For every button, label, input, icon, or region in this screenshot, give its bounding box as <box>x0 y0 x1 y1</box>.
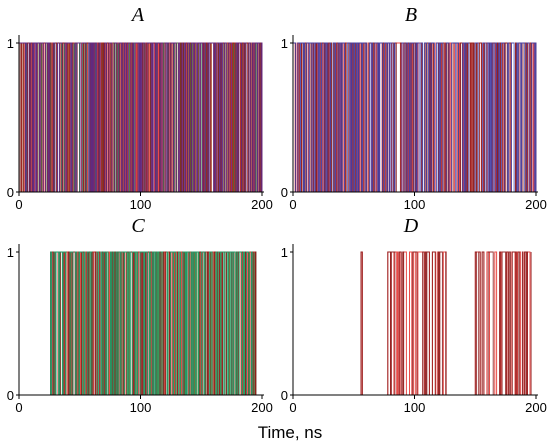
x-tick-label: 100 <box>404 400 426 415</box>
panel-b: 0 1 0 100 200 B <box>281 4 547 212</box>
x-tick-label: 0 <box>289 197 296 212</box>
y-tick-label: 0 <box>281 185 288 200</box>
panel-title: C <box>131 215 145 237</box>
x-tick-label: 100 <box>130 197 152 212</box>
x-tick-label: 0 <box>15 400 22 415</box>
y-tick-label: 1 <box>281 36 288 51</box>
panel-title: D <box>403 215 419 237</box>
x-tick-label: 200 <box>251 197 273 212</box>
y-tick-label: 0 <box>281 388 288 403</box>
x-tick-label: 0 <box>289 400 296 415</box>
x-axis-label: Time, ns <box>258 423 323 442</box>
series-line-2 <box>360 251 532 396</box>
y-tick-label: 1 <box>7 245 14 260</box>
y-tick-label: 1 <box>281 245 288 260</box>
series-line-4 <box>50 251 256 396</box>
panel-title: A <box>130 4 145 26</box>
x-tick-label: 200 <box>525 400 547 415</box>
panel-c: 0 1 0 100 200 C <box>7 215 273 415</box>
x-tick-label: 100 <box>404 197 426 212</box>
x-tick-label: 0 <box>15 197 22 212</box>
x-tick-label: 200 <box>251 400 273 415</box>
x-tick-label: 100 <box>130 400 152 415</box>
x-tick-label: 200 <box>525 197 547 212</box>
y-tick-label: 0 <box>7 185 14 200</box>
y-tick-label: 1 <box>7 36 14 51</box>
y-tick-label: 0 <box>7 388 14 403</box>
panel-d: 0 1 0 100 200 D <box>281 215 547 415</box>
panel-title: B <box>405 4 417 26</box>
panel-a: 0 1 0 100 200 A <box>7 4 273 212</box>
